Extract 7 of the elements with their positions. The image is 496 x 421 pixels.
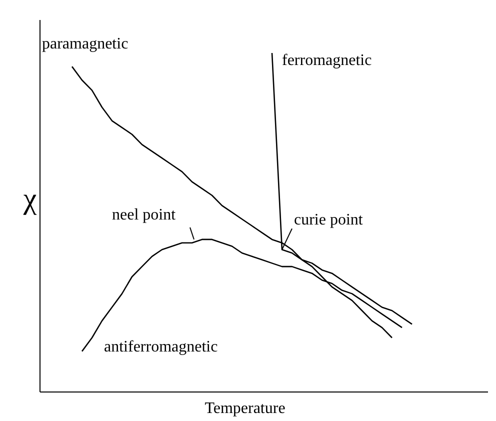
annotation: curie point <box>294 212 364 229</box>
series-label: paramagnetic <box>42 36 128 53</box>
annotation: neel point <box>112 206 176 224</box>
x-axis-title: Temperature <box>204 400 286 417</box>
series-label: ferromagnetic <box>282 52 372 69</box>
series-label: antiferromagnetic <box>104 338 218 356</box>
y-axis-title: χ <box>22 182 38 216</box>
